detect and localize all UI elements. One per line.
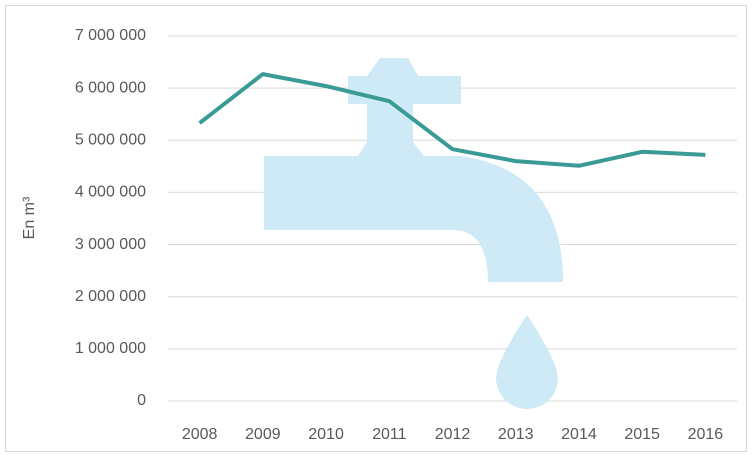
- y-axis-label: En m³: [21, 196, 38, 239]
- y-tick-label: 6 000 000: [75, 79, 146, 96]
- x-tick-label: 2010: [308, 426, 344, 443]
- y-tick-label: 3 000 000: [75, 236, 146, 253]
- y-tick-label: 1 000 000: [75, 340, 146, 357]
- y-tick-label: 4 000 000: [75, 184, 146, 201]
- x-tick-label: 2014: [561, 426, 597, 443]
- chart: En m³ 0 1 000 000 2 000 000 3 000 000 4 000 …: [0, 0, 753, 457]
- x-tick-label: 2011: [372, 426, 407, 443]
- x-tick-label: 2015: [624, 426, 660, 443]
- x-tick-label: 2016: [688, 426, 724, 443]
- x-tick-label: 2012: [435, 426, 471, 443]
- y-tick-label: 0: [137, 392, 146, 409]
- x-tick-label: 2013: [498, 426, 534, 443]
- y-tick-label: 7 000 000: [75, 27, 146, 44]
- x-tick-label: 2008: [182, 426, 218, 443]
- x-tick-label: 2009: [245, 426, 281, 443]
- y-tick-label: 5 000 000: [75, 132, 146, 149]
- y-tick-label: 2 000 000: [75, 288, 146, 305]
